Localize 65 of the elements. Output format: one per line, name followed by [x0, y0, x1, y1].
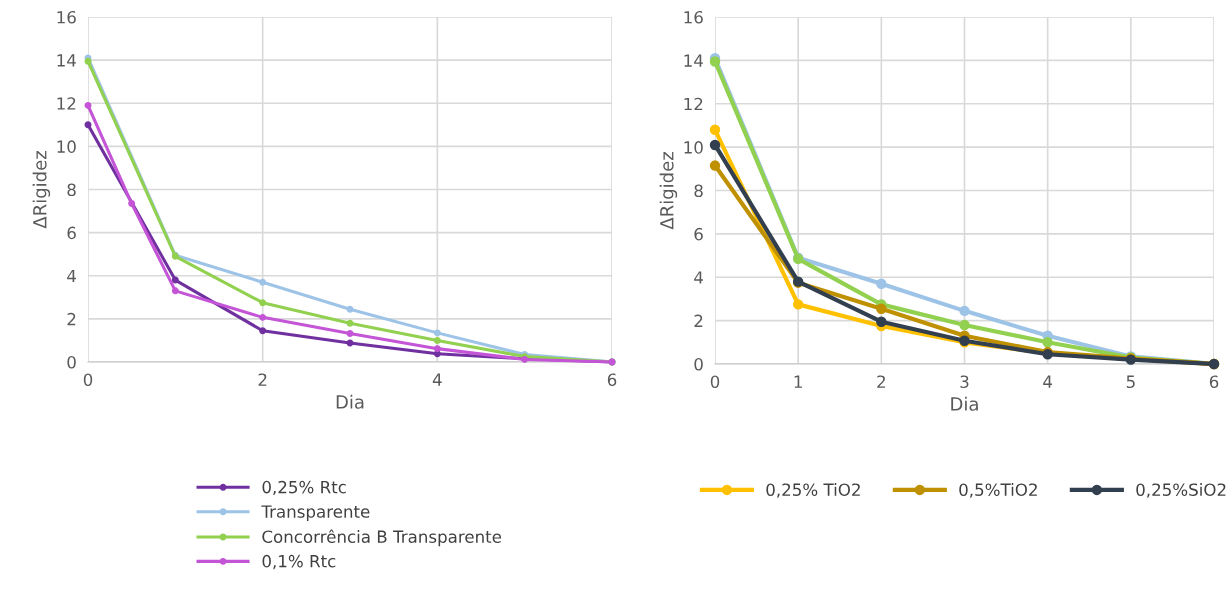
point	[959, 305, 970, 317]
point	[433, 329, 441, 337]
legend-label: 0,5%TiO2	[959, 483, 1037, 498]
y-tick-label: 10	[684, 141, 703, 154]
y-tick-label: 6	[694, 227, 703, 241]
x-tick-label: 5	[1126, 375, 1135, 389]
x-tick-label: 0	[83, 373, 93, 387]
point	[709, 124, 721, 135]
legend-label: 0,25% TiO2	[766, 483, 860, 498]
point	[346, 319, 354, 327]
x-tick-label: 6	[607, 373, 617, 387]
point	[171, 276, 179, 284]
x-axis-title: Dia	[336, 394, 364, 409]
x-axis-title: Dia	[951, 396, 978, 411]
x-tick-label: 2	[877, 375, 885, 388]
y-tick-label: 12	[57, 97, 76, 110]
point	[259, 299, 267, 307]
x-tick-label: 3	[960, 375, 969, 389]
point	[709, 139, 721, 151]
y-tick-label: 0	[694, 357, 703, 371]
x-tick-label: 2	[258, 373, 267, 386]
point	[876, 278, 887, 289]
y-tick-label: 4	[67, 269, 76, 283]
y-tick-label: 2	[67, 312, 76, 326]
point	[259, 327, 267, 335]
x-tick-label: 0	[710, 375, 720, 389]
y-tick-label: 16	[57, 10, 76, 24]
point	[171, 287, 179, 295]
y-tick-label: 0	[67, 355, 76, 369]
y-tick-label: 12	[684, 97, 703, 111]
y-tick-label: 16	[684, 10, 703, 24]
x-tick-label: 6	[1209, 375, 1219, 389]
x-tick-label: 4	[432, 373, 442, 386]
legend-label: 0,25% Rtc	[262, 480, 346, 496]
y-axis-title: ΔRigidez	[659, 152, 678, 230]
point	[128, 200, 136, 207]
y-tick-label: 8	[694, 184, 703, 198]
y-tick-label: 2	[694, 314, 703, 327]
y-axis-title: ΔRigidez	[32, 151, 51, 229]
point	[84, 101, 92, 109]
x-tick-label: 4	[1043, 375, 1053, 388]
y-tick-label: 4	[694, 271, 703, 284]
point	[259, 278, 267, 286]
legend-label: 0,1% Rtc	[262, 554, 336, 570]
point	[1042, 337, 1053, 348]
y-tick-label: 10	[57, 140, 76, 153]
y-tick-label: 14	[684, 54, 703, 67]
point	[346, 330, 354, 338]
point	[959, 319, 970, 331]
point	[433, 345, 441, 353]
legend-label: Transparente	[261, 505, 370, 522]
point	[346, 305, 354, 313]
point	[259, 313, 267, 321]
point	[792, 299, 804, 310]
y-tick-label: 14	[57, 54, 76, 67]
point	[709, 160, 721, 171]
y-tick-label: 6	[67, 226, 76, 240]
x-tick-label: 1	[794, 375, 802, 388]
point	[433, 336, 441, 344]
y-tick-label: 8	[67, 183, 76, 197]
point	[876, 316, 887, 327]
point	[84, 121, 92, 129]
point	[876, 303, 887, 314]
legend-label: 0,25%SiO2	[1136, 483, 1226, 498]
legend-label: Concorrência B Transparente	[262, 529, 502, 547]
